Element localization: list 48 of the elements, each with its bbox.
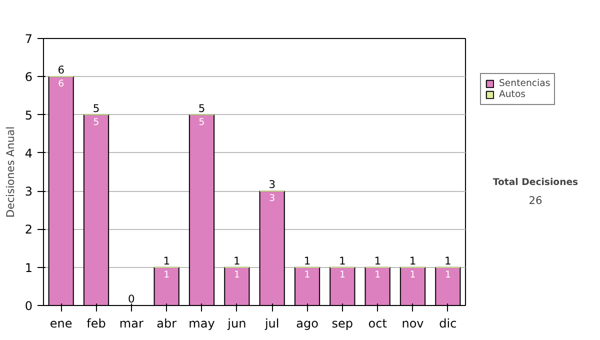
data-label: 3 [269, 193, 276, 204]
x-tick-label: ago [296, 316, 318, 330]
total-label: 5 [198, 102, 206, 115]
y-tick-label: 1 [24, 260, 33, 275]
total-label: 1 [339, 254, 346, 268]
data-label: 5 [93, 116, 100, 128]
x-tick-label: mar [119, 316, 144, 330]
x-tick-label: jul [264, 316, 280, 330]
text: Total Decisiones [492, 177, 579, 188]
data-label: 1 [164, 269, 170, 280]
y-tick-label: 3 [24, 184, 33, 199]
total-label: 1 [234, 254, 240, 268]
total-label: 3 [268, 178, 276, 192]
x-tick-label: sep [332, 316, 354, 330]
y-tick-label: 7 [24, 32, 33, 46]
data-label: 1 [444, 269, 451, 280]
total-label: 1 [374, 254, 381, 268]
total-label: 1 [163, 254, 170, 268]
total-label: 1 [444, 254, 452, 268]
y-axis-title: Decisiones Anual [4, 126, 17, 218]
y-tick-label: 2 [24, 222, 33, 237]
x-tick-label: feb [86, 316, 106, 330]
legend-label: Sentencias [499, 78, 550, 89]
data-label: 6 [58, 78, 64, 90]
data-label: 5 [198, 116, 205, 128]
x-tick-label: oct [368, 316, 388, 330]
total-label: 0 [128, 292, 136, 306]
data-label: 1 [374, 269, 381, 280]
x-tick-label: ene [50, 316, 72, 330]
total-label: 1 [409, 254, 416, 268]
total-label: 5 [92, 102, 100, 115]
y-tick-label: 6 [24, 70, 33, 84]
x-tick-label: nov [402, 316, 424, 330]
x-tick-label: abr [156, 316, 177, 330]
legend-label: Autos [499, 89, 526, 100]
total-label: 1 [304, 254, 311, 268]
data-label: 1 [339, 269, 346, 280]
data-label: 1 [234, 269, 240, 280]
x-tick-label: may [188, 316, 215, 330]
y-tick-label: 4 [24, 146, 33, 160]
data-label: 1 [410, 269, 416, 280]
y-tick-label: 0 [24, 299, 33, 313]
text: 26 [528, 194, 542, 208]
y-tick-label: 5 [24, 108, 33, 122]
total-label: 6 [58, 64, 65, 77]
data-label: 1 [304, 269, 310, 280]
x-tick-label: jun [226, 316, 246, 330]
x-tick-label: dic [439, 316, 457, 330]
